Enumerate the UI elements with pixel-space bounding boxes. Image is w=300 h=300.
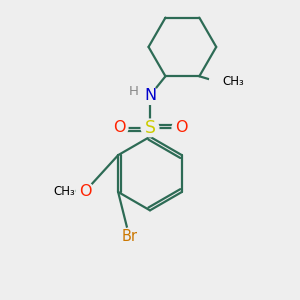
Circle shape	[110, 119, 128, 137]
Circle shape	[121, 228, 138, 246]
Text: S: S	[145, 119, 155, 137]
Text: Br: Br	[122, 230, 137, 244]
Circle shape	[172, 119, 190, 137]
Text: CH₃: CH₃	[222, 75, 244, 88]
Text: H: H	[129, 85, 139, 98]
Text: O: O	[79, 184, 92, 199]
Circle shape	[76, 182, 94, 200]
Text: CH₃: CH₃	[54, 185, 76, 198]
Text: O: O	[175, 120, 187, 135]
Circle shape	[141, 119, 159, 137]
Circle shape	[209, 70, 232, 93]
Text: O: O	[113, 120, 125, 135]
Text: N: N	[144, 88, 156, 103]
Circle shape	[54, 181, 75, 202]
Circle shape	[141, 87, 159, 104]
